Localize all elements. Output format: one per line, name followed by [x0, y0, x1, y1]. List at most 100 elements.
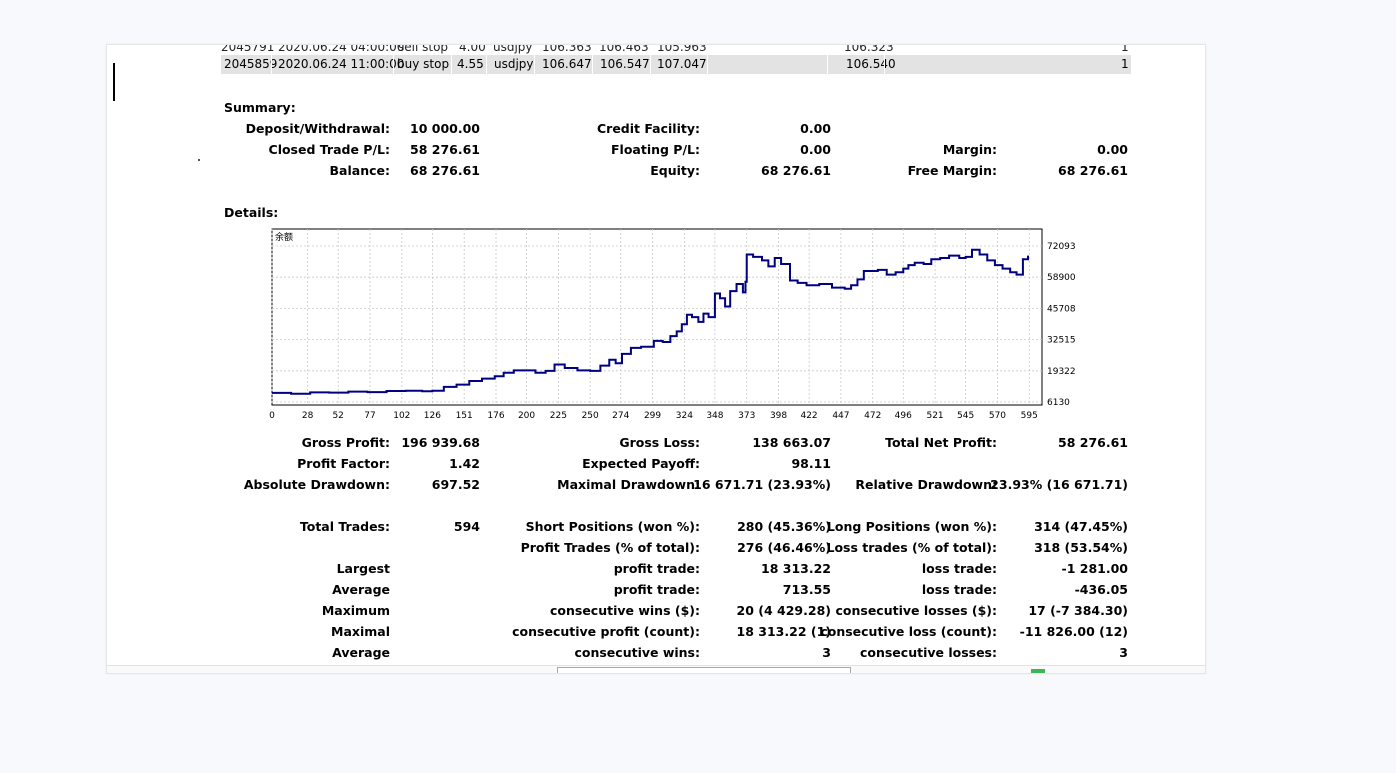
- profit-factor-label: Profit Factor:: [297, 456, 390, 471]
- average-label: Average: [332, 582, 390, 597]
- x-tick-label: 447: [832, 411, 849, 421]
- max-drawdown-label: Maximal Drawdown:: [557, 477, 700, 492]
- chart-title: 余额: [275, 231, 293, 243]
- credit-label: Credit Facility:: [596, 121, 700, 136]
- x-tick-label: 398: [770, 411, 787, 421]
- abs-drawdown-value: 697.52: [431, 477, 480, 492]
- avg-cons-wins-label: consecutive wins:: [574, 645, 700, 660]
- row-sl: 106.463: [599, 44, 649, 54]
- average2-label: Average: [332, 645, 390, 660]
- gross-profit-value: 196 939.68: [401, 435, 480, 450]
- y-tick-label: 32515: [1047, 336, 1076, 346]
- x-tick-label: 250: [582, 411, 599, 421]
- equity-value: 68 276.61: [761, 163, 831, 178]
- row-tp: 107.047: [657, 57, 707, 71]
- average-profit-label: profit trade:: [613, 582, 700, 597]
- x-tick-label: 422: [800, 411, 817, 421]
- row-price: 106.363: [542, 44, 592, 54]
- total-net-label: Total Net Profit:: [885, 435, 997, 450]
- gross-loss-value: 138 663.07: [752, 435, 831, 450]
- y-tick-label: 19322: [1047, 367, 1076, 377]
- margin-value: 0.00: [1097, 142, 1128, 157]
- credit-value: 0.00: [800, 121, 831, 136]
- x-tick-label: 77: [364, 411, 375, 421]
- x-tick-label: 200: [518, 411, 535, 421]
- row-count: 1: [1121, 44, 1129, 54]
- max-cons-losses-value: 17 (-7 384.30): [1028, 603, 1128, 618]
- row-time: 2020.06.24 04:00:00: [278, 44, 405, 54]
- report-panel: 2045791 2020.06.24 04:00:00 sell stop 4.…: [106, 44, 1206, 674]
- avg-cons-losses-label: consecutive losses:: [859, 645, 997, 660]
- closed-value: 58 276.61: [410, 142, 480, 157]
- rel-drawdown-label: Relative Drawdown:: [855, 477, 997, 492]
- average-profit-value: 713.55: [782, 582, 831, 597]
- y-tick-label: 45708: [1047, 304, 1076, 314]
- short-positions-value: 280 (45.36%): [737, 519, 831, 534]
- row-type: sell stop: [398, 44, 449, 54]
- row-ticket: 2045859: [224, 57, 278, 71]
- x-tick-label: 52: [332, 411, 343, 421]
- y-tick-label: 58900: [1047, 273, 1076, 283]
- balance-label: Balance:: [329, 163, 390, 178]
- bottom-scroll-thumb[interactable]: [557, 667, 851, 673]
- total-net-value: 58 276.61: [1058, 435, 1128, 450]
- x-tick-label: 348: [706, 411, 723, 421]
- x-tick-label: 102: [393, 411, 410, 421]
- short-positions-label: Short Positions (won %):: [525, 519, 700, 534]
- x-tick-label: 299: [644, 411, 661, 421]
- profit-factor-value: 1.42: [449, 456, 480, 471]
- maximal-loss-label: consecutive loss (count):: [820, 624, 997, 639]
- gross-profit-label: Gross Profit:: [301, 435, 390, 450]
- max-drawdown-value: 16 671.71 (23.93%): [693, 477, 831, 492]
- row-price: 106.647: [542, 57, 592, 71]
- x-tick-label: 324: [676, 411, 693, 421]
- total-trades-value: 594: [453, 519, 480, 534]
- largest-label: Largest: [336, 561, 390, 576]
- free-margin-label: Free Margin:: [907, 163, 997, 178]
- max-cons-losses-label: consecutive losses ($):: [835, 603, 997, 618]
- row-size: 4.00: [459, 44, 486, 54]
- stray-dot: [198, 159, 200, 161]
- x-tick-label: 126: [424, 411, 441, 421]
- largest-loss-label: loss trade:: [921, 561, 997, 576]
- largest-profit-label: profit trade:: [613, 561, 700, 576]
- largest-profit-value: 18 313.22: [761, 561, 831, 576]
- x-tick-label: 28: [302, 411, 314, 421]
- largest-loss-value: -1 281.00: [1061, 561, 1128, 576]
- x-tick-label: 274: [612, 411, 629, 421]
- row-close-price: 106.540: [846, 57, 896, 71]
- closed-label: Closed Trade P/L:: [268, 142, 390, 157]
- balance-series-line: [272, 248, 1029, 395]
- loss-trades-label: Loss trades (% of total):: [826, 540, 997, 555]
- long-positions-label: Long Positions (won %):: [826, 519, 997, 534]
- row-close-price: 106.323: [844, 44, 894, 54]
- deposit-label: Deposit/Withdrawal:: [245, 121, 390, 136]
- row-sl: 106.547: [600, 57, 650, 71]
- balance-value: 68 276.61: [410, 163, 480, 178]
- margin-label: Margin:: [942, 142, 997, 157]
- x-tick-label: 472: [864, 411, 881, 421]
- x-tick-label: 151: [456, 411, 473, 421]
- max-cons-wins-value: 20 (4 429.28): [736, 603, 831, 618]
- text-cursor: [113, 63, 115, 101]
- deposit-value: 10 000.00: [410, 121, 480, 136]
- status-indicator: [1031, 669, 1045, 673]
- row-type: buy stop: [397, 57, 450, 71]
- free-margin-value: 68 276.61: [1058, 163, 1128, 178]
- floating-value: 0.00: [800, 142, 831, 157]
- maximal-profit-label: consecutive profit (count):: [512, 624, 700, 639]
- row-time: 2020.06.24 11:00:00: [278, 57, 405, 71]
- average-loss-value: -436.05: [1074, 582, 1128, 597]
- row-item: usdjpy: [494, 57, 534, 71]
- y-tick-label: 6130: [1047, 398, 1070, 408]
- table-row[interactable]: 2045859 2020.06.24 11:00:00 buy stop 4.5…: [221, 55, 1131, 74]
- profit-trades-label: Profit Trades (% of total):: [520, 540, 700, 555]
- average-loss-label: loss trade:: [921, 582, 997, 597]
- x-tick-label: 595: [1021, 411, 1038, 421]
- abs-drawdown-label: Absolute Drawdown:: [243, 477, 390, 492]
- avg-cons-wins-value: 3: [822, 645, 831, 660]
- loss-trades-value: 318 (53.54%): [1034, 540, 1128, 555]
- balance-chart: 0 28 52 77 102 126 151 176 200 225 250 274 299 324 348…: [269, 228, 1076, 421]
- rel-drawdown-value: 23.93% (16 671.71): [990, 477, 1128, 492]
- expected-payoff-label: Expected Payoff:: [582, 456, 700, 471]
